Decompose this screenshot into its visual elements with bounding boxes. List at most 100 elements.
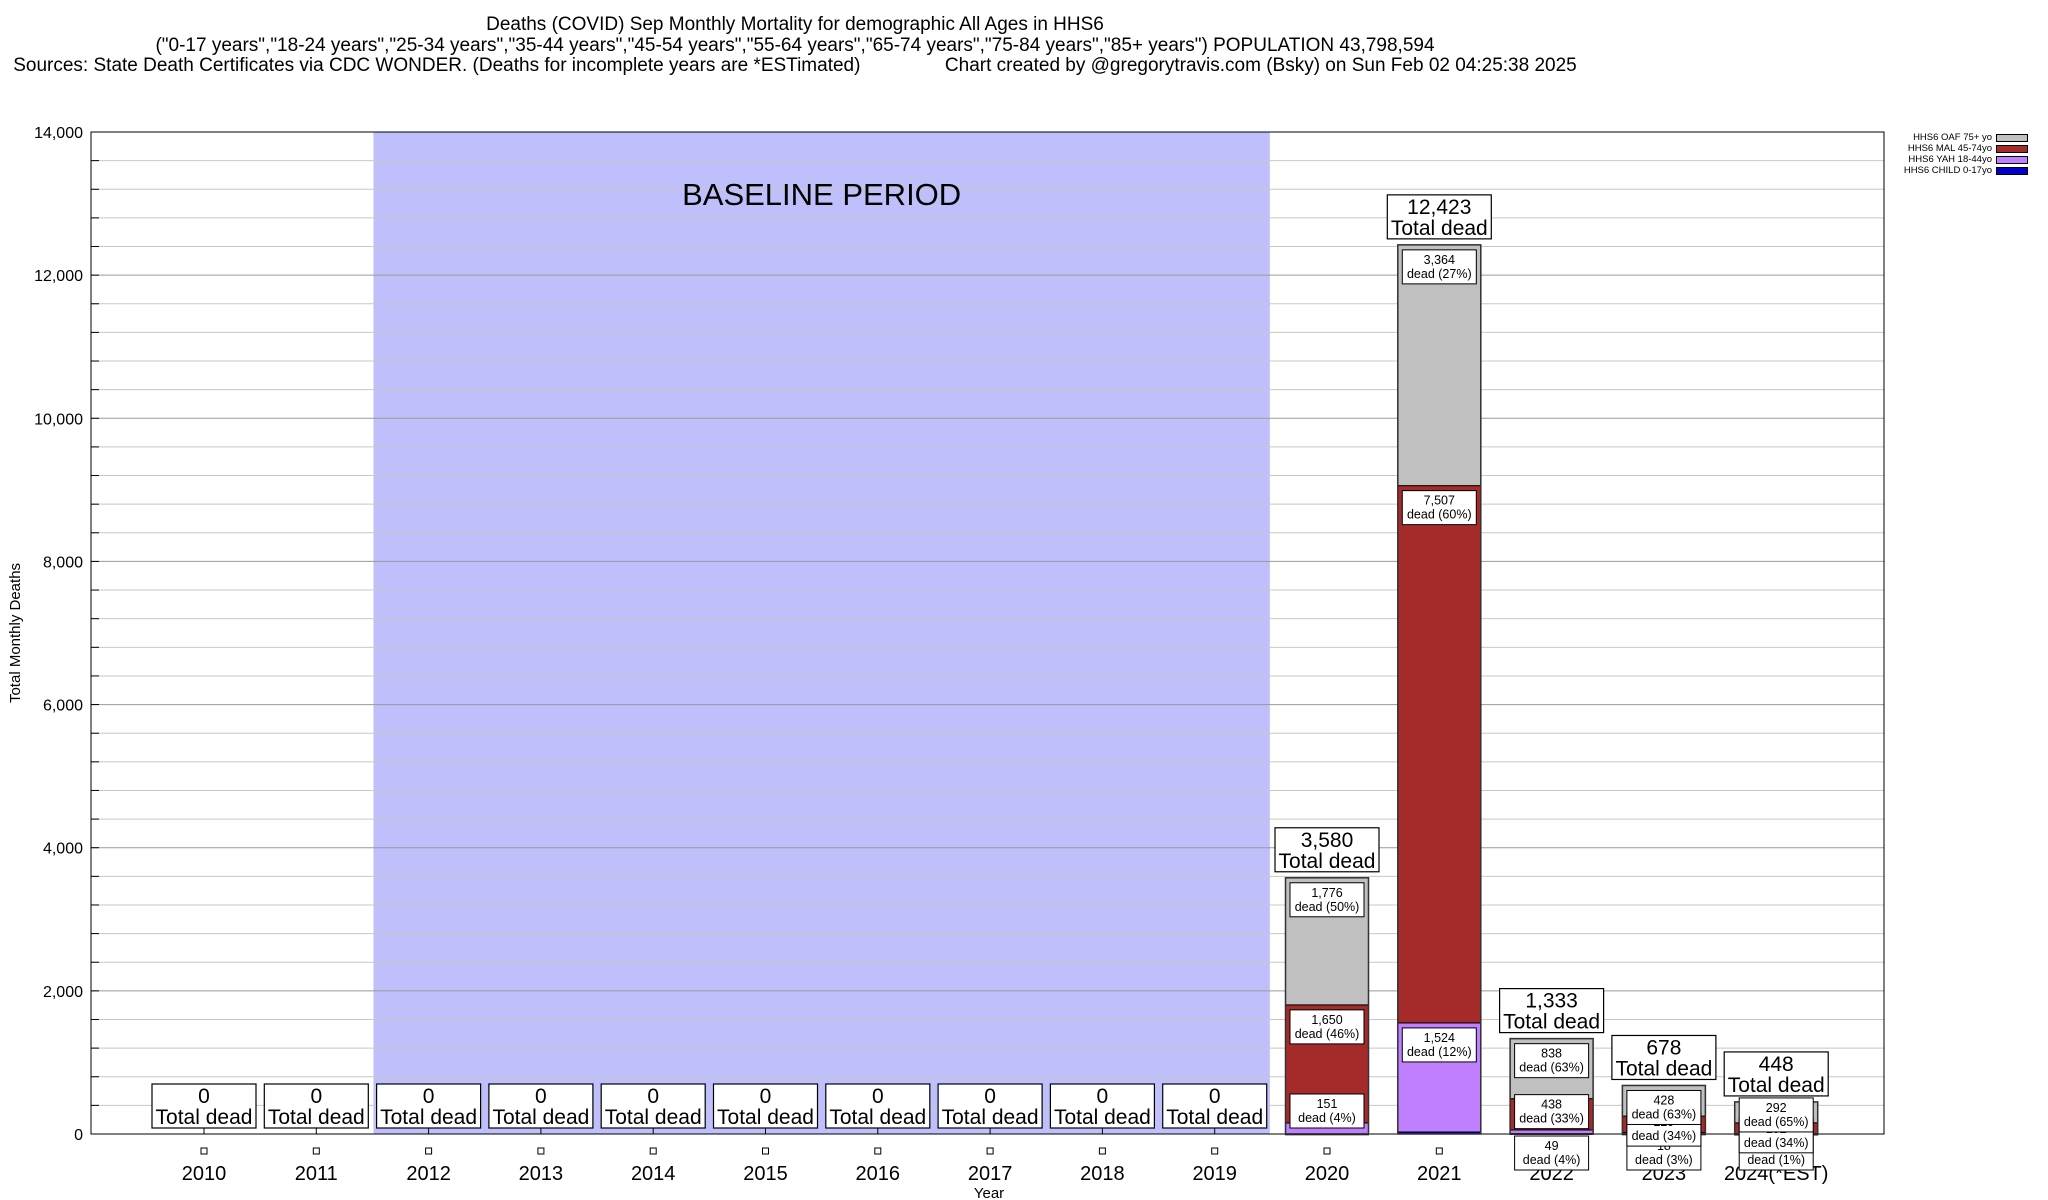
legend: HHS6 OAF 75+ yo HHS6 MAL 45-74yo HHS6 YAH …	[1890, 132, 2040, 176]
x-tick-label: 2015	[743, 1163, 788, 1185]
bar-segment	[1397, 485, 1482, 1024]
total-value: 3,580	[1301, 829, 1354, 852]
total-suffix: Total dead	[156, 1106, 253, 1129]
total-label-box	[1723, 1051, 1829, 1097]
bar-base-marker	[200, 1147, 208, 1155]
segment-percent: dead (1%)	[1747, 1153, 1805, 1167]
total-suffix: Total dead	[492, 1106, 589, 1129]
segment-percent: dead (50%)	[1295, 900, 1360, 914]
total-label-box	[1162, 1083, 1268, 1129]
bar-base-marker	[1098, 1147, 1106, 1155]
creator-note: Chart created by @gregorytravis.com (Bsk…	[944, 55, 1577, 76]
y-tick-label: 8,000	[43, 554, 83, 571]
segment-label-box	[1289, 1009, 1365, 1045]
chart-subtitle-sources: Sources: State Death Certificates via CD…	[0, 55, 1590, 76]
total-label-box	[376, 1083, 482, 1129]
total-value: 0	[1097, 1085, 1109, 1108]
bar-base-marker	[537, 1147, 545, 1155]
total-suffix: Total dead	[1391, 217, 1488, 240]
bar-outline	[1397, 244, 1482, 1135]
bar-base-marker	[874, 1147, 882, 1155]
total-suffix: Total dead	[1054, 1106, 1151, 1129]
total-suffix: Total dead	[1615, 1057, 1712, 1080]
segment-label-box	[1514, 1094, 1590, 1130]
total-label-box	[712, 1083, 819, 1129]
y-tick-label: 4,000	[43, 841, 83, 858]
total-value: 0	[423, 1085, 435, 1108]
legend-item: HHS6 OAF 75+ yo	[1890, 132, 2040, 143]
legend-label: HHS6 YAH 18-44yo	[1908, 154, 1992, 165]
legend-item: HHS6 YAH 18-44yo	[1890, 154, 2040, 165]
total-label-box	[488, 1083, 594, 1129]
total-value: 0	[310, 1085, 322, 1108]
total-label-box	[1498, 987, 1605, 1034]
bar-segment	[1509, 1129, 1594, 1134]
total-suffix: Total dead	[380, 1106, 477, 1129]
segment-percent: dead (4%)	[1298, 1111, 1356, 1125]
total-value: 678	[1646, 1036, 1681, 1059]
baseline-period-label: BASELINE PERIOD	[682, 177, 961, 212]
legend-label: HHS6 OAF 75+ yo	[1913, 132, 1992, 143]
segment-value: 1,524	[1424, 1031, 1455, 1045]
legend-swatch	[1996, 145, 2028, 153]
sources-note: Sources: State Death Certificates via CD…	[13, 55, 861, 76]
total-label-box	[1611, 1034, 1717, 1081]
total-value: 0	[872, 1085, 884, 1108]
legend-swatch	[1996, 156, 2028, 164]
y-tick-label: 12,000	[34, 268, 83, 285]
legend-item: HHS6 MAL 45-74yo	[1890, 143, 2040, 154]
total-suffix: Total dead	[1728, 1074, 1825, 1097]
total-label-box	[263, 1083, 369, 1129]
legend-swatch	[1996, 167, 2028, 175]
y-tick-label: 2,000	[43, 984, 83, 1001]
segment-percent: dead (63%)	[1519, 1061, 1584, 1075]
total-suffix: Total dead	[829, 1106, 926, 1129]
total-value: 0	[760, 1085, 772, 1108]
segment-value: 428	[1653, 1093, 1674, 1107]
total-suffix: Total dead	[942, 1106, 1039, 1129]
total-value: 0	[1209, 1085, 1221, 1108]
segment-percent: dead (4%)	[1523, 1153, 1581, 1167]
bar-base-marker	[649, 1147, 657, 1155]
x-tick-label: 2014	[631, 1163, 676, 1185]
segment-percent: dead (34%)	[1632, 1129, 1697, 1143]
x-axis-label: Year	[974, 1185, 1004, 1200]
bar-base-marker	[425, 1147, 433, 1155]
total-value: 0	[984, 1085, 996, 1108]
segment-label-box	[1626, 1089, 1702, 1125]
total-label-box	[151, 1083, 257, 1129]
y-tick-label: 0	[74, 1127, 83, 1144]
bar-outline	[1284, 877, 1370, 1135]
total-label-box	[1274, 827, 1380, 873]
total-label-box	[825, 1083, 931, 1129]
segment-percent: dead (33%)	[1519, 1112, 1584, 1126]
total-suffix: Total dead	[1279, 850, 1376, 873]
x-tick-label: 2013	[519, 1163, 564, 1185]
segment-label-box	[1514, 1135, 1590, 1171]
segment-value: 1,650	[1311, 1013, 1342, 1027]
segment-value: 7,507	[1424, 494, 1455, 508]
legend-swatch	[1996, 134, 2028, 142]
x-tick-label: 2016	[856, 1163, 901, 1185]
total-label-box	[1386, 194, 1492, 240]
legend-item: HHS6 CHILD 0-17yo	[1890, 165, 2040, 176]
bar-base-marker	[762, 1147, 769, 1155]
plot-frame	[90, 131, 1885, 1135]
total-value: 448	[1759, 1053, 1794, 1076]
segment-label-box	[1289, 882, 1365, 918]
